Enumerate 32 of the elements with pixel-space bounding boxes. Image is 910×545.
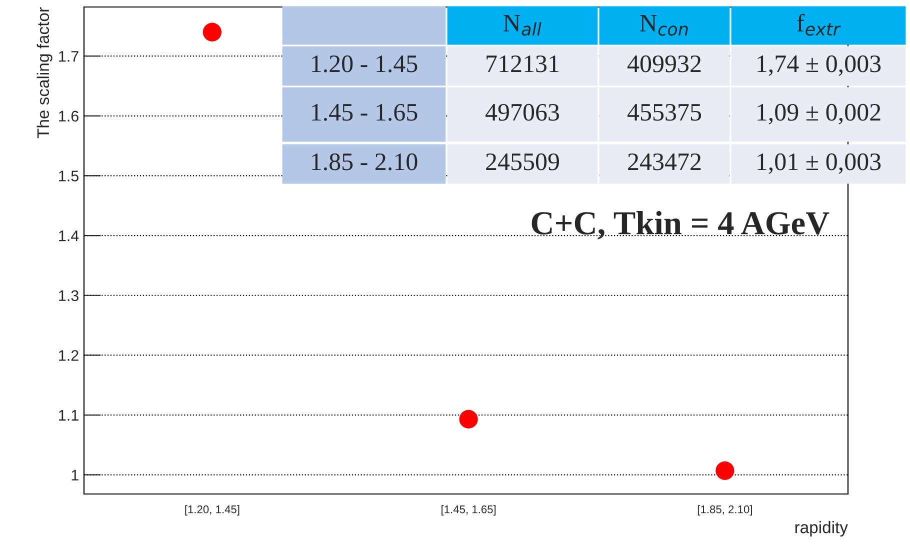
text: 455375 xyxy=(627,104,702,121)
category-label: f$_{extr}$ xyxy=(797,14,841,36)
text: 243472 xyxy=(628,153,701,170)
y-tick-label: 1.2 xyxy=(59,350,78,361)
text: 712131 xyxy=(486,55,558,72)
y-tick-label: 1.1 xyxy=(59,410,78,421)
x-tick-label: [1.85, 2.10] xyxy=(698,505,752,516)
y-tick-label: 1.3 xyxy=(59,290,78,302)
category-label: N$_{con}$ xyxy=(640,15,688,36)
category-label: 1.85 - 2.10 xyxy=(312,153,418,170)
y-tick-label: 1.4 xyxy=(59,230,79,242)
point xyxy=(459,410,478,429)
category-label: 1.45 - 1.65 xyxy=(312,104,418,121)
annotation: C+C, Tkin = 4 AGeV xyxy=(532,211,830,240)
x-axis-title: rapidity xyxy=(795,521,848,537)
y-axis-title: The scaling factor xyxy=(36,7,52,138)
text: 1,09 ± 0,002 xyxy=(758,104,880,124)
y-tick-label: 1.7 xyxy=(59,51,78,62)
y-tick-label: 1.6 xyxy=(59,110,78,122)
text: 497063 xyxy=(485,104,560,121)
y-tick-label: 1 xyxy=(72,470,78,480)
text: 1,01 ± 0,003 xyxy=(758,153,881,174)
point xyxy=(716,461,734,480)
text: 1,74 ± 0,003 xyxy=(758,55,881,76)
category-label: N$_{all}$ xyxy=(503,15,542,36)
text: 409932 xyxy=(627,55,701,72)
x-tick-label: [1.45, 1.65] xyxy=(442,505,496,516)
category-label: 1.20 - 1.45 xyxy=(312,55,418,72)
text: 245509 xyxy=(486,153,559,170)
x-tick-label: [1.20, 1.45] xyxy=(185,505,240,516)
y-tick-label: 1.5 xyxy=(59,170,78,182)
point xyxy=(202,22,222,42)
